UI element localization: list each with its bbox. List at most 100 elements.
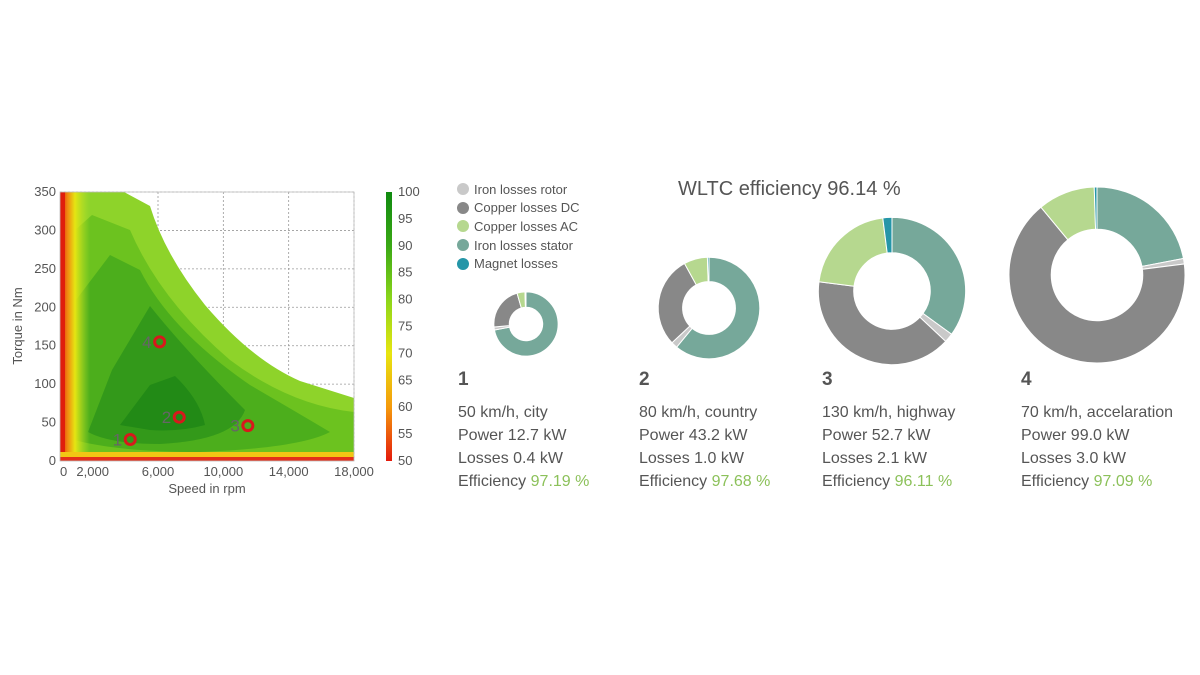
zero-torque-band (60, 457, 354, 461)
operating-point-label: 2 (162, 408, 171, 427)
operating-point-marker: 2 (162, 408, 186, 427)
colorbar-tick-label: 95 (398, 211, 412, 226)
y-tick-label: 150 (34, 338, 56, 353)
loss-donut-4 (1008, 186, 1186, 364)
op-power: Power 12.7 kW (458, 427, 567, 444)
colorbar-tick-label: 75 (398, 319, 412, 334)
operating-point-ring (241, 419, 255, 433)
y-tick-label: 50 (42, 415, 56, 430)
op-scenario: 80 km/h, country (639, 404, 758, 421)
colorbar-tick-label: 65 (398, 372, 412, 387)
operating-point-label: 1 (113, 430, 122, 449)
op-scenario: 50 km/h, city (458, 404, 548, 421)
op-power: Power 99.0 kW (1021, 427, 1130, 444)
legend-swatch (457, 239, 469, 252)
op-efficiency: Efficiency 97.19 % (458, 470, 589, 493)
x-axis-label: Speed in rpm (168, 481, 245, 496)
legend-swatch (457, 220, 469, 233)
zero-speed-edge (60, 192, 65, 461)
donut-slice-copper-losses-dc (1008, 206, 1186, 364)
legend-label: Iron losses stator (474, 237, 573, 253)
map-axes: 0 2,000 6,000 10,000 14,000 18,000 0 50 100 150 20… (34, 184, 374, 479)
operating-point-ring (123, 432, 137, 446)
plot-frame (59, 191, 355, 462)
legend-item: Copper losses DC (457, 199, 580, 217)
legend-item: Iron losses stator (457, 236, 573, 254)
y-tick-label: 250 (34, 261, 56, 276)
x-tick-label: 14,000 (269, 464, 309, 479)
op-number: 1 (458, 369, 469, 390)
op-efficiency-value: 96.11 % (894, 473, 953, 490)
colorbar-tick-label: 60 (398, 399, 412, 414)
legend-swatch (457, 257, 469, 270)
op-losses: Losses 3.0 kW (1021, 450, 1126, 467)
x-tick-label: 10,000 (203, 464, 243, 479)
donut-slice-copper-losses-dc (493, 292, 522, 328)
op-efficiency: Efficiency 96.11 % (822, 470, 952, 493)
operating-point-marker: 1 (113, 430, 137, 449)
donut-slice-magnet-losses (882, 216, 893, 254)
op-efficiency-label: Efficiency (822, 473, 891, 490)
y-axis-label: Torque in Nm (10, 287, 25, 364)
op-efficiency-label: Efficiency (639, 473, 708, 490)
donut-slice-copper-losses-dc (817, 281, 947, 366)
donut-slice-magnet-losses (706, 256, 710, 283)
op-number: 3 (822, 369, 833, 390)
operating-point-label: 3 (230, 417, 239, 436)
colorbar-tick-label: 55 (398, 426, 412, 441)
x-tick-label: 6,000 (142, 464, 175, 479)
efficiency-band-96 (88, 306, 245, 444)
donut-slice-iron-losses-stator (891, 216, 967, 335)
colorbar-tick-label: 80 (398, 292, 412, 307)
op-efficiency-value: 97.09 % (1093, 473, 1153, 490)
op-number: 2 (639, 369, 650, 390)
op-efficiency-label: Efficiency (458, 473, 527, 490)
op-efficiency: Efficiency 97.68 % (639, 470, 770, 493)
operating-point-marker: 3 (230, 417, 255, 436)
op-scenario: 70 km/h, accelaration (1021, 404, 1174, 421)
low-torque-band (60, 452, 354, 461)
donut-slice-iron-losses-stator (1096, 186, 1185, 268)
op-efficiency-value: 97.68 % (711, 473, 771, 490)
legend-item: Copper losses AC (457, 217, 578, 235)
op-losses: Losses 0.4 kW (458, 450, 563, 467)
legend-swatch (457, 201, 469, 214)
colorbar-tick-label: 90 (398, 238, 412, 253)
op-losses: Losses 2.1 kW (822, 450, 927, 467)
loss-donut-3 (817, 216, 967, 366)
x-tick-label: 0 (60, 464, 67, 479)
loss-donuts (493, 186, 1186, 366)
colorbar-tick-label: 50 (398, 453, 412, 468)
colorbar: 100 95 90 85 80 75 70 65 60 55 50 (386, 184, 420, 468)
legend-swatch (457, 183, 469, 195)
wltc-efficiency-title: WLTC efficiency 96.14 % (678, 178, 901, 200)
donut-slice-copper-losses-ac (818, 217, 888, 287)
operating-point-ring (172, 410, 186, 424)
efficiency-map: 0 2,000 6,000 10,000 14,000 18,00005010015020… (10, 184, 420, 496)
x-tick-label: 18,000 (334, 464, 374, 479)
operating-points: 1 2 3 4 (113, 333, 255, 449)
operating-point-ring (153, 335, 167, 349)
donut-slice-magnet-losses (1093, 186, 1098, 230)
op-scenario: 130 km/h, highway (822, 404, 956, 421)
op-number: 4 (1021, 369, 1032, 390)
colorbar-tick-label: 100 (398, 184, 420, 199)
colorbar-gradient (386, 192, 392, 461)
op-efficiency-value: 97.19 % (530, 473, 590, 490)
y-tick-label: 300 (34, 222, 56, 237)
donut-slice-iron-losses-stator (675, 256, 761, 360)
legend-label: Copper losses AC (474, 218, 579, 234)
operating-point-marker: 4 (142, 333, 167, 352)
y-tick-label: 350 (34, 184, 56, 199)
loss-donut-1 (493, 291, 559, 357)
y-tick-label: 200 (34, 299, 56, 314)
legend-item: Magnet losses (457, 255, 558, 273)
operating-point-label: 4 (142, 333, 151, 352)
y-tick-label: 0 (49, 453, 56, 468)
colorbar-tick-label: 85 (398, 265, 412, 280)
op-efficiency: Efficiency 97.09 % (1021, 470, 1152, 493)
legend-label: Magnet losses (474, 256, 558, 272)
legend-label: Iron losses rotor (474, 181, 568, 197)
legend-item: Iron losses rotor (457, 180, 567, 198)
